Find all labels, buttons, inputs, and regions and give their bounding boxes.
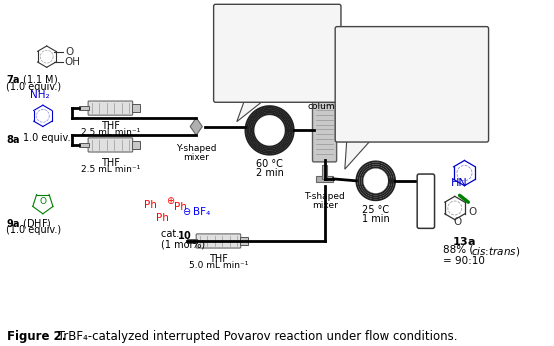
Text: Absorbent: Absorbent	[301, 93, 348, 102]
Text: ⊕: ⊕	[166, 196, 175, 206]
Bar	[79, 106, 89, 110]
Text: N: N	[268, 34, 277, 47]
Text: Ph: Ph	[358, 84, 371, 94]
Text: T-shaped: T-shaped	[304, 192, 345, 201]
Text: (1 mol%): (1 mol%)	[161, 239, 204, 249]
Text: (1.0 equiv.): (1.0 equiv.)	[6, 226, 61, 236]
Text: Y-shaped: Y-shaped	[176, 144, 217, 153]
FancyBboxPatch shape	[312, 99, 337, 162]
Bar	[79, 143, 89, 147]
Text: mixer: mixer	[312, 201, 337, 210]
Text: HO: HO	[278, 81, 295, 91]
Text: OH: OH	[463, 86, 480, 97]
Text: Ph: Ph	[175, 202, 187, 212]
Bar	[322, 165, 327, 179]
Text: cat.: cat.	[161, 229, 182, 239]
Text: 5.0 mL min⁻¹: 5.0 mL min⁻¹	[189, 261, 248, 270]
Text: N: N	[381, 78, 390, 90]
Text: $\bf{11a}$: $\bf{11a}$	[235, 81, 259, 93]
Text: THF: THF	[101, 157, 120, 167]
Text: NH₂: NH₂	[30, 90, 50, 100]
Text: THF: THF	[209, 254, 228, 264]
Text: HO: HO	[279, 61, 296, 71]
Text: = 90:10: = 90:10	[443, 256, 485, 265]
Text: BF₄: BF₄	[193, 207, 211, 217]
Text: 25 °C: 25 °C	[362, 205, 389, 215]
Text: column: column	[308, 102, 341, 111]
Polygon shape	[364, 169, 387, 192]
Polygon shape	[190, 118, 202, 135]
Text: ⊕: ⊕	[389, 74, 397, 84]
Text: O: O	[39, 197, 47, 206]
Polygon shape	[255, 116, 284, 145]
Bar	[132, 104, 140, 112]
Text: + H₂O: + H₂O	[293, 91, 325, 101]
Text: ⊖: ⊖	[183, 207, 191, 217]
Text: 2.5 mL min⁻¹: 2.5 mL min⁻¹	[81, 165, 140, 174]
Text: 2.5 mL min⁻¹: 2.5 mL min⁻¹	[81, 128, 140, 137]
Text: O: O	[65, 47, 73, 57]
Bar	[187, 239, 197, 243]
Text: 60 °C: 60 °C	[256, 160, 283, 170]
FancyBboxPatch shape	[214, 4, 341, 102]
Bar	[240, 237, 248, 245]
FancyBboxPatch shape	[196, 234, 241, 248]
Text: THF: THF	[101, 121, 120, 131]
Text: mixer: mixer	[183, 153, 209, 162]
Text: Ph: Ph	[358, 70, 371, 80]
FancyBboxPatch shape	[88, 101, 133, 115]
Text: 2 min: 2 min	[255, 168, 284, 178]
Text: $\it{cis}$:$\it{trans}$): $\it{cis}$:$\it{trans}$)	[471, 245, 520, 258]
Text: (1.0 equiv.): (1.0 equiv.)	[6, 82, 61, 92]
Polygon shape	[237, 100, 264, 122]
Text: $\bf{12a}$: $\bf{12a}$	[434, 122, 458, 135]
FancyBboxPatch shape	[335, 27, 489, 142]
Text: Ph: Ph	[143, 200, 156, 210]
FancyBboxPatch shape	[88, 138, 133, 152]
Text: 1.0 equiv.: 1.0 equiv.	[23, 133, 70, 143]
Text: $\bf{8a}$: $\bf{8a}$	[6, 133, 20, 145]
Text: $\bf{9a}$ (DHF): $\bf{9a}$ (DHF)	[6, 217, 52, 230]
Bar	[132, 141, 140, 149]
Text: O: O	[454, 217, 462, 227]
Text: $\bf{10}$: $\bf{10}$	[177, 229, 192, 241]
Bar	[316, 176, 334, 182]
Text: Figure 2.: Figure 2.	[7, 330, 66, 343]
Text: O: O	[468, 207, 476, 217]
Polygon shape	[345, 140, 371, 169]
Text: TrBF₄-catalyzed interrupted Povarov reaction under flow conditions.: TrBF₄-catalyzed interrupted Povarov reac…	[54, 330, 458, 343]
Text: Ph: Ph	[379, 64, 392, 74]
Text: Ph: Ph	[156, 213, 169, 223]
Text: HN: HN	[451, 178, 468, 188]
Text: OH: OH	[64, 56, 80, 66]
Text: $\bf{7a}$ (1.1 M): $\bf{7a}$ (1.1 M)	[6, 73, 58, 86]
Text: $\bf{13a}$: $\bf{13a}$	[452, 235, 476, 247]
FancyBboxPatch shape	[417, 174, 434, 228]
Text: 88% (: 88% (	[443, 245, 474, 255]
Text: 1 min: 1 min	[362, 214, 389, 224]
